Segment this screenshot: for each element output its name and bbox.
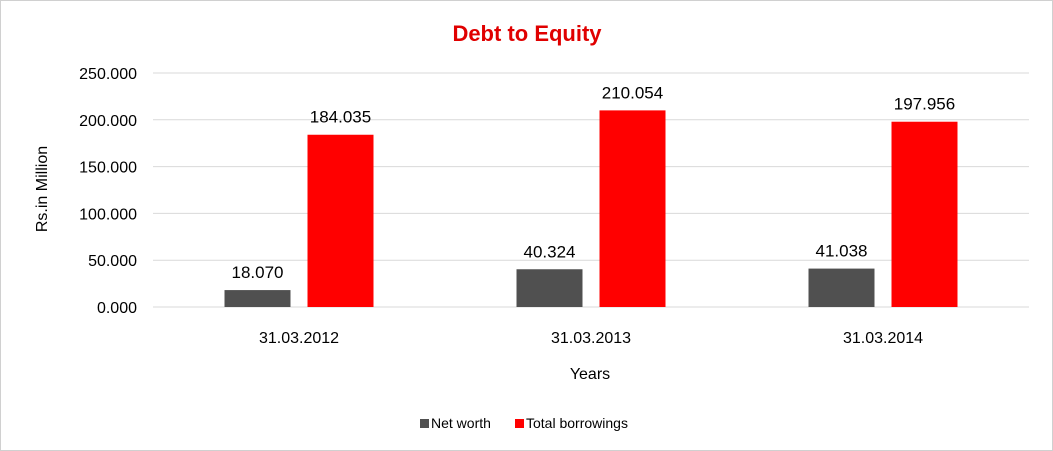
legend-swatch — [420, 419, 429, 428]
y-tick-label: 0.000 — [97, 300, 137, 317]
y-tick-label: 200.000 — [79, 113, 137, 130]
chart-title: Debt to Equity — [452, 21, 602, 46]
x-tick-label: 31.03.2014 — [843, 330, 923, 347]
bar-total-borrowings — [307, 134, 374, 307]
bar-total-borrowings — [599, 110, 666, 307]
data-label: 197.956 — [894, 95, 955, 114]
legend-swatch — [515, 419, 524, 428]
x-tick-label: 31.03.2013 — [551, 330, 631, 347]
bar-net-worth — [516, 269, 583, 307]
bars — [224, 110, 958, 307]
data-label: 40.324 — [524, 242, 576, 261]
bar-net-worth — [808, 268, 875, 307]
bar-net-worth — [224, 290, 291, 307]
data-label: 41.038 — [816, 242, 868, 261]
gridlines — [153, 72, 1029, 308]
data-label: 210.054 — [602, 83, 663, 102]
bar-total-borrowings — [891, 121, 958, 307]
legend: Net worth Total borrowings — [420, 415, 628, 431]
legend-label: Total borrowings — [526, 415, 628, 431]
data-labels: 18.070 184.035 40.324 210.054 41.038 197.956 — [232, 83, 956, 282]
data-label: 18.070 — [232, 263, 284, 282]
y-tick-label: 150.000 — [79, 160, 137, 177]
y-tick-label: 250.000 — [79, 66, 137, 83]
y-tick-label: 50.000 — [88, 253, 137, 270]
legend-label: Net worth — [431, 415, 491, 431]
y-axis-label: Rs.in Million — [34, 146, 51, 232]
x-axis-ticks: 31.03.2012 31.03.2013 31.03.2014 — [259, 330, 923, 347]
data-label: 184.035 — [310, 108, 371, 127]
x-axis-label: Years — [570, 366, 610, 383]
x-tick-label: 31.03.2012 — [259, 330, 339, 347]
y-axis-ticks: 0.000 50.000 100.000 150.000 200.000 250.000 — [79, 66, 137, 317]
y-tick-label: 100.000 — [79, 206, 137, 223]
